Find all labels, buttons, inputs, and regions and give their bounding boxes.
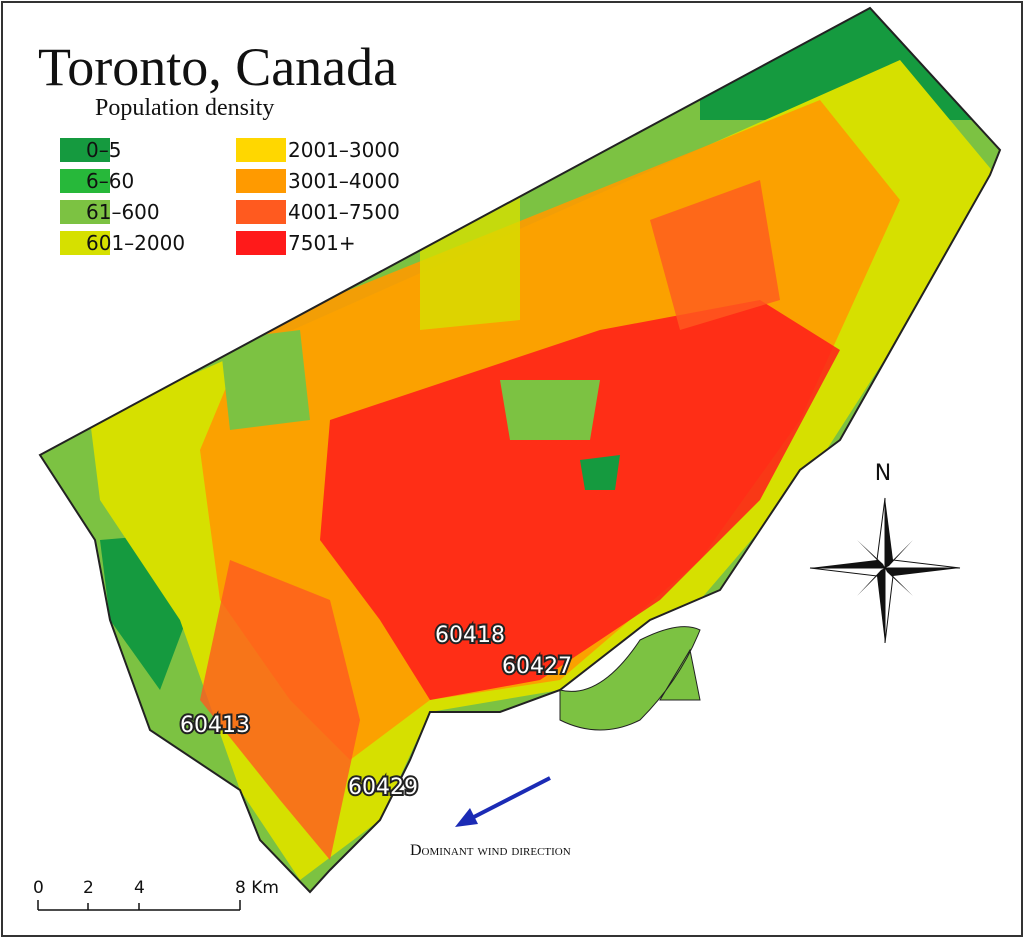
legend-label: 0–5 xyxy=(86,138,121,162)
compass-label: N xyxy=(875,461,891,486)
legend-label: 3001–4000 xyxy=(288,169,400,193)
scale-bar xyxy=(37,900,241,911)
legend: 0–5 6–60 61–600 601–2000 2001–3000 3001–4000 4… xyxy=(60,138,400,255)
wind-label: Dominant wind direction xyxy=(410,842,571,859)
scale-label: 2 xyxy=(83,878,94,898)
title: Toronto, Canada xyxy=(38,37,397,97)
scale-label: 0 xyxy=(33,878,44,898)
station-label: 60418 xyxy=(435,623,505,648)
legend-swatch xyxy=(60,169,110,193)
scale-label: 4 xyxy=(134,878,145,898)
legend-label: 61–600 xyxy=(86,200,160,224)
wind-arrow xyxy=(455,776,551,827)
station-label: 60413 xyxy=(180,713,250,738)
legend-swatch xyxy=(236,200,286,224)
scale-label: 8 Km xyxy=(235,878,279,898)
subtitle: Population density xyxy=(95,95,274,121)
legend-swatch xyxy=(236,231,286,255)
legend-swatch xyxy=(60,138,110,162)
station-label: 60427 xyxy=(502,654,572,679)
legend-swatch xyxy=(236,169,286,193)
density-layer xyxy=(40,8,1000,892)
legend-label: 2001–3000 xyxy=(288,138,400,162)
islands xyxy=(559,626,701,731)
legend-label: 6–60 xyxy=(86,169,134,193)
legend-swatch xyxy=(60,231,110,255)
legend-label: 4001–7500 xyxy=(288,200,400,224)
legend-label: 601–2000 xyxy=(86,231,185,255)
station-label: 60429 xyxy=(348,775,418,800)
legend-swatch xyxy=(236,138,286,162)
legend-swatch xyxy=(60,200,110,224)
legend-label: 7501+ xyxy=(288,231,356,255)
compass xyxy=(809,497,961,644)
